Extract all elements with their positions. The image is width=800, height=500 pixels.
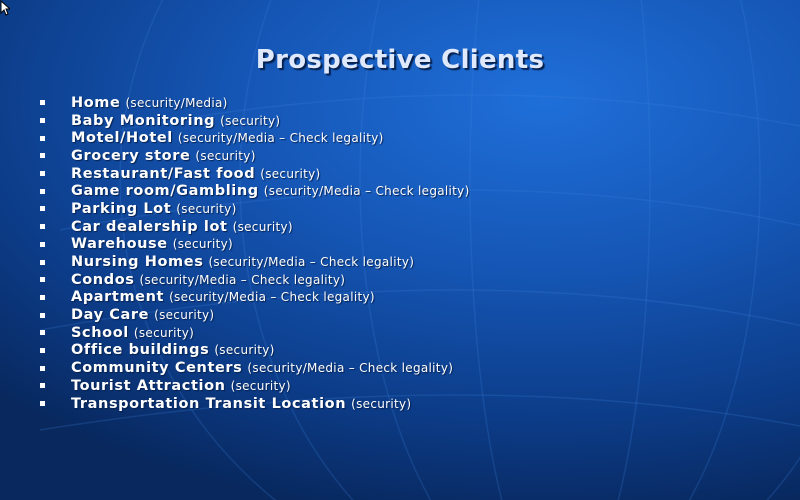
list-item: Game room/Gambling (security/Media – Che… [40,182,470,200]
square-bullet-icon [40,330,45,336]
item-note: (security) [133,325,195,340]
item-name: Parking Lot [71,200,172,217]
square-bullet-icon [40,312,45,318]
item-note: (security/Media – Check legality) [247,361,454,376]
item-name: Restaurant/Fast food [71,165,256,182]
square-bullet-icon [40,259,45,265]
item-name: Nursing Homes [71,254,204,271]
square-bullet-icon [40,188,45,194]
item-note: (security) [260,166,321,181]
item-note: (security/Media – Check legality) [177,131,384,146]
square-bullet-icon [40,277,45,283]
item-note: (security) [232,219,293,234]
item-name: Tourist Attraction [71,377,226,394]
list-item: Tourist Attraction (security) [40,377,470,395]
item-name: Condos [71,271,135,288]
list-item: Condos (security/Media – Check legality) [40,271,470,289]
item-note: (security/Media – Check legality) [169,290,375,305]
square-bullet-icon [40,347,45,353]
item-name: Transportation Transit Location [71,395,347,412]
list-item: Restaurant/Fast food (security) [40,165,470,183]
square-bullet-icon [40,294,45,300]
item-name: Grocery store [71,147,191,164]
list-item: Community Centers (security/Media – Chec… [40,359,470,377]
item-note: (security) [154,308,215,323]
item-name: Car dealership lot [71,218,228,235]
item-name: Day Care [71,307,150,324]
item-name: Home [71,94,121,111]
item-name: School [71,324,129,341]
square-bullet-icon [40,171,45,177]
item-name: Office buildings [71,342,210,359]
list-item: Warehouse (security) [40,236,470,254]
square-bullet-icon [40,383,45,389]
item-note: (security) [176,201,237,216]
item-note: (security) [195,148,256,163]
item-note: (security) [172,237,234,252]
item-name: Community Centers [71,360,243,377]
list-item: Car dealership lot (security) [40,218,470,236]
slide-title: Prospective Clients [255,45,545,75]
item-note: (security/Media – Check legality) [208,255,415,270]
client-list: Home (security/Media) Baby Monitoring (s… [40,94,470,412]
square-bullet-icon [40,135,45,141]
item-name: Game room/Gambling [71,183,259,200]
item-name: Warehouse [71,236,168,253]
item-name: Baby Monitoring [71,112,216,129]
item-note: (security) [351,396,412,411]
list-item: Office buildings (security) [40,342,470,360]
list-item: School (security) [40,324,470,342]
square-bullet-icon [40,118,45,124]
item-note: (security) [214,343,275,358]
item-name: Motel/Hotel [71,130,173,147]
square-bullet-icon [40,206,45,212]
item-note: (security/Media – Check legality) [139,272,346,287]
item-note: (security) [230,378,291,393]
list-item: Apartment (security/Media – Check legali… [40,289,470,307]
list-item: Nursing Homes (security/Media – Check le… [40,253,470,271]
item-note: (security) [220,113,281,128]
list-item: Motel/Hotel (security/Media – Check lega… [40,129,470,147]
list-item: Home (security/Media) [40,94,470,112]
square-bullet-icon [40,241,45,247]
square-bullet-icon [40,100,45,106]
square-bullet-icon [40,224,45,230]
list-item: Day Care (security) [40,306,470,324]
list-item: Parking Lot (security) [40,200,470,218]
mouse-pointer-icon [0,0,10,16]
item-name: Apartment [71,289,165,306]
list-item: Grocery store (security) [40,147,470,165]
list-item: Transportation Transit Location (securit… [40,395,470,413]
item-note: (security/Media – Check legality) [263,184,470,199]
square-bullet-icon [40,153,45,159]
square-bullet-icon [40,365,45,371]
square-bullet-icon [40,401,45,407]
item-note: (security/Media) [125,95,228,110]
list-item: Baby Monitoring (security) [40,112,470,130]
